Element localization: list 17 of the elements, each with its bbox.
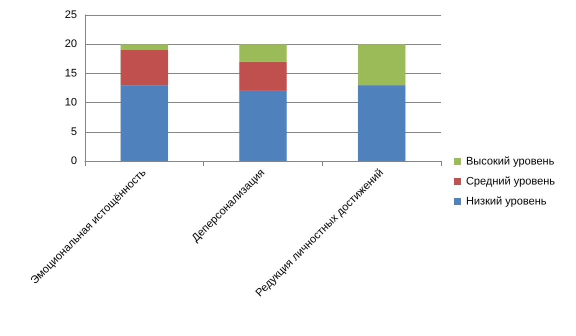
y-tick-label: 5 — [70, 126, 77, 138]
bar — [120, 85, 168, 161]
legend-label: Высокий уровень — [466, 156, 555, 168]
bar — [120, 50, 168, 86]
bar — [239, 90, 287, 161]
bar — [239, 62, 287, 91]
y-tick-label: 20 — [64, 38, 77, 50]
bar — [358, 44, 406, 86]
legend-label: Средний уровень — [466, 176, 556, 188]
y-tick-label: 25 — [64, 9, 77, 21]
bar — [358, 85, 406, 161]
legend-label: Низкий уровень — [466, 196, 547, 208]
bar — [120, 44, 168, 50]
y-tick-label: 10 — [64, 96, 77, 109]
bar — [239, 44, 287, 62]
y-tick-label: 15 — [64, 67, 77, 80]
y-tick-label: 0 — [70, 155, 77, 167]
